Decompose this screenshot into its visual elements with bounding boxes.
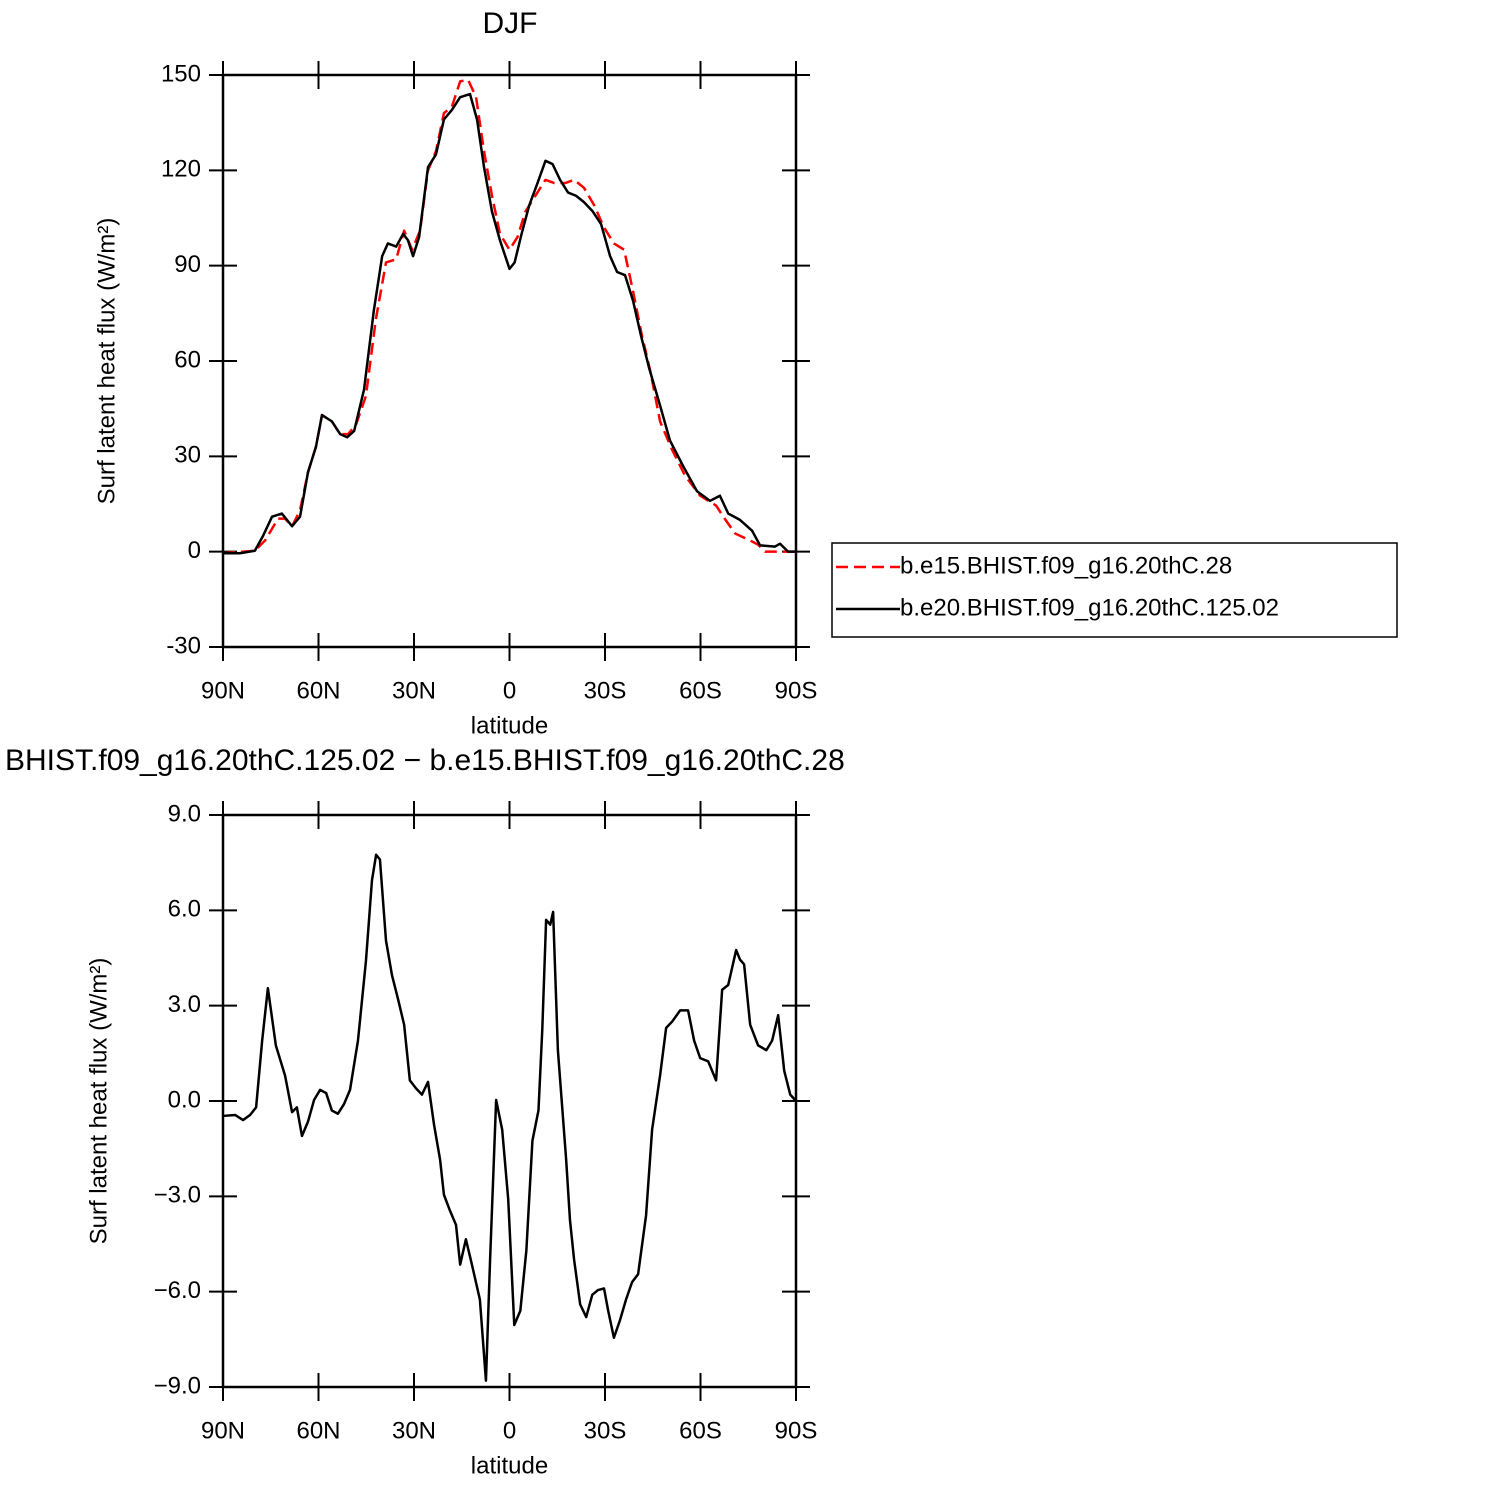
y-axis-label: Surf latent heat flux (W/m²) bbox=[93, 218, 120, 505]
data-line bbox=[222, 78, 796, 555]
plot-frame bbox=[221, 73, 798, 649]
x-tick-label: 30N bbox=[392, 1417, 436, 1444]
x-tick-label: 30S bbox=[584, 1417, 627, 1444]
x-tick-label: 60N bbox=[296, 677, 340, 704]
x-axis-label: latitude bbox=[471, 1452, 548, 1479]
y-tick-label: 150 bbox=[161, 60, 201, 87]
y-tick-label: 3.0 bbox=[168, 991, 201, 1018]
data-line bbox=[223, 92, 796, 555]
y-tick-label: 6.0 bbox=[168, 896, 201, 923]
x-tick-label: 30S bbox=[584, 677, 627, 704]
x-tick-label: 60S bbox=[679, 677, 722, 704]
legend-box bbox=[831, 542, 1398, 638]
chart-title: DJF bbox=[483, 7, 538, 40]
x-tick-label: 30N bbox=[392, 677, 436, 704]
y-tick-label: -30 bbox=[166, 632, 201, 659]
y-tick-label: 90 bbox=[174, 251, 201, 278]
y-tick-label: −9.0 bbox=[154, 1372, 201, 1399]
legend-label: b.e20.BHIST.f09_g16.20thC.125.02 bbox=[900, 594, 1279, 621]
y-tick-label: 120 bbox=[161, 156, 201, 183]
x-tick-label: 60N bbox=[296, 1417, 340, 1444]
y-tick-label: −6.0 bbox=[154, 1277, 201, 1304]
y-tick-label: 0.0 bbox=[168, 1086, 201, 1113]
x-axis-label: latitude bbox=[471, 712, 548, 739]
x-tick-label: 90S bbox=[775, 1417, 818, 1444]
y-axis-label: Surf latent heat flux (W/m²) bbox=[85, 958, 112, 1245]
y-tick-label: 9.0 bbox=[168, 800, 201, 827]
x-tick-label: 90S bbox=[775, 677, 818, 704]
plot-frame bbox=[221, 813, 798, 1389]
x-tick-label: 90N bbox=[201, 1417, 245, 1444]
data-line bbox=[222, 853, 797, 1382]
x-tick-label: 0 bbox=[503, 677, 516, 704]
y-tick-label: −3.0 bbox=[154, 1182, 201, 1209]
y-tick-label: 60 bbox=[174, 346, 201, 373]
legend-label: b.e15.BHIST.f09_g16.20thC.28 bbox=[900, 552, 1232, 579]
y-tick-label: 0 bbox=[188, 537, 201, 564]
y-tick-label: 30 bbox=[174, 442, 201, 469]
x-tick-label: 60S bbox=[679, 1417, 722, 1444]
chart-title: BHIST.f09_g16.20thC.125.02 − b.e15.BHIST… bbox=[5, 744, 845, 777]
x-tick-label: 90N bbox=[201, 677, 245, 704]
x-tick-label: 0 bbox=[503, 1417, 516, 1444]
